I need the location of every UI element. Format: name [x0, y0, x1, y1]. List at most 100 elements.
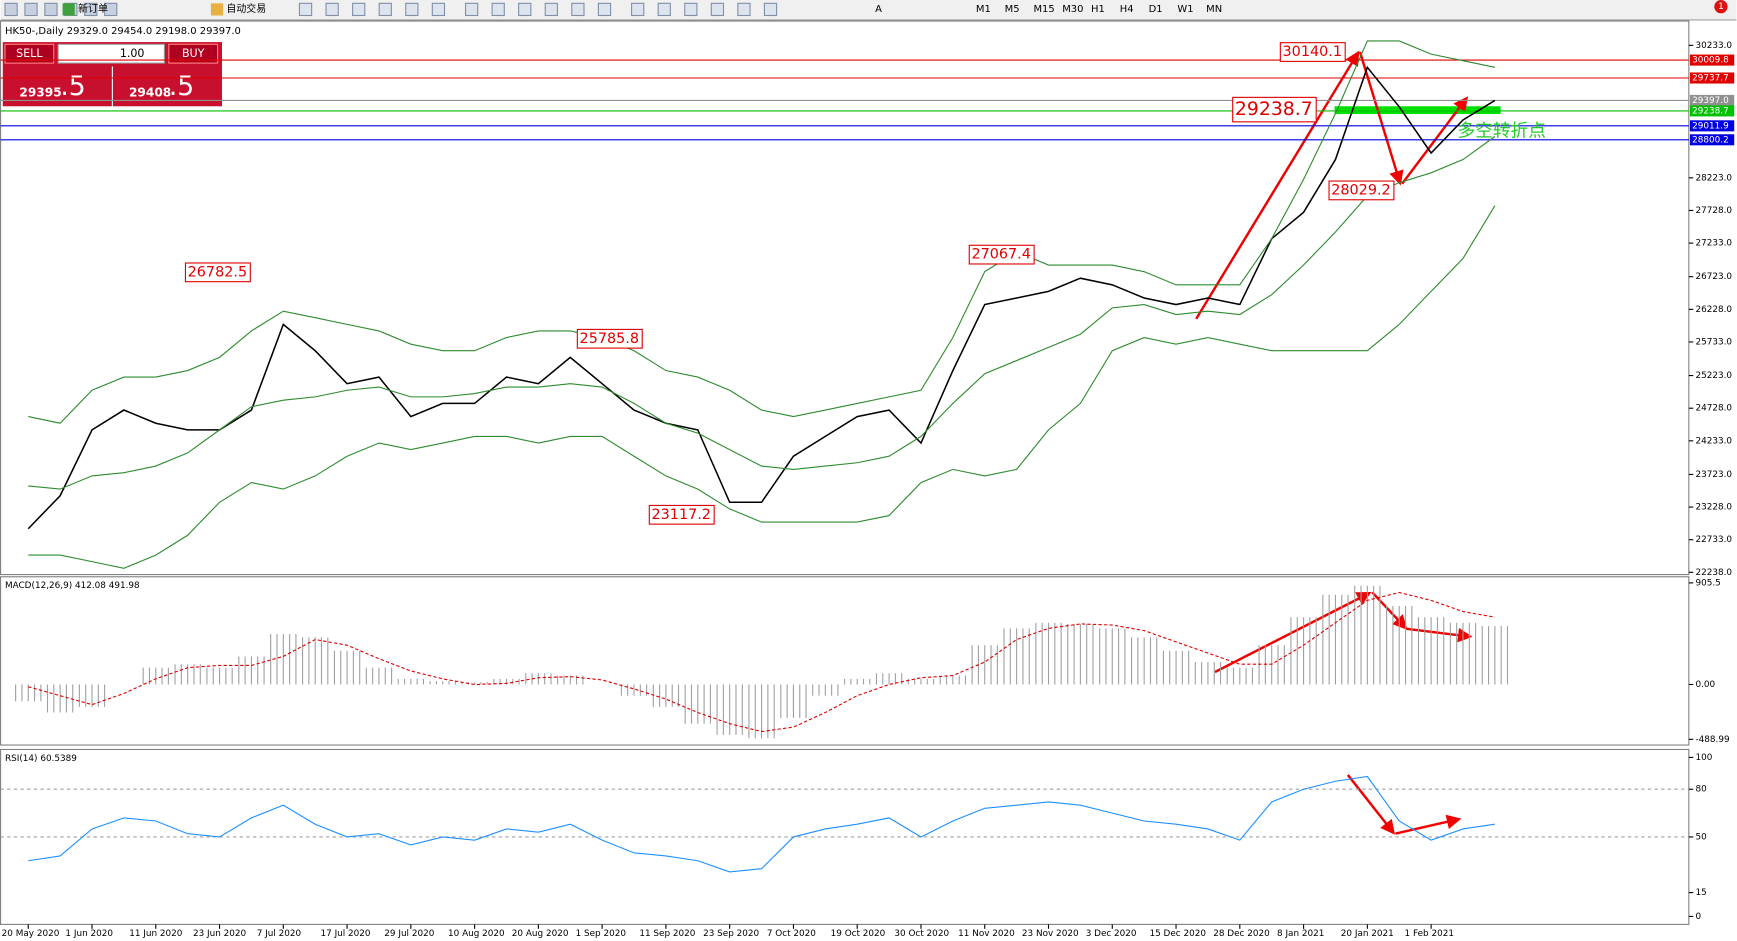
y-tick-label: 30233.0 — [1695, 41, 1732, 51]
toolbar-icon — [737, 2, 751, 17]
x-tick-label: 28 Dec 2020 — [1213, 929, 1270, 939]
y-tick-label: 100 — [1695, 753, 1712, 763]
x-tick-label: 10 Aug 2020 — [448, 929, 505, 939]
sell-button[interactable] — [4, 43, 55, 64]
x-tick-label: 11 Sep 2020 — [639, 929, 695, 939]
x-tick-label: 1 Jun 2020 — [65, 929, 113, 939]
timeframe[interactable]: D1 — [1149, 4, 1163, 15]
indicator-title: RSI(14) 60.5389 — [5, 754, 77, 764]
y-tick-label: 22238.0 — [1695, 568, 1732, 578]
y-tick-label: 25223.0 — [1695, 371, 1732, 381]
price-tag — [1689, 72, 1735, 84]
timeframe[interactable]: W1 — [1177, 4, 1193, 15]
annotation-box — [1232, 96, 1317, 123]
y-tick-label: 22733.0 — [1695, 535, 1732, 545]
toolbar-icon — [298, 2, 313, 17]
x-tick-label: 11 Nov 2020 — [958, 929, 1015, 939]
timeframe[interactable]: H4 — [1120, 4, 1134, 15]
annotation-box — [648, 504, 715, 525]
toolbar-icon — [84, 2, 98, 17]
y-tick-label: 27233.0 — [1695, 239, 1732, 249]
price-tag-label: 29397.0 — [1692, 96, 1729, 106]
y-tick-label: 24233.0 — [1695, 436, 1732, 446]
timeframe[interactable]: M30 — [1062, 4, 1083, 15]
timeframe[interactable]: H1 — [1091, 4, 1105, 15]
toolbar-button[interactable]: 自动交易 — [226, 2, 266, 15]
toolbar-icon — [710, 2, 725, 17]
toolbar-icon — [325, 2, 339, 17]
price-panel — [0, 20, 1690, 576]
x-tick-label: 3 Dec 2020 — [1086, 929, 1137, 939]
macd-panel — [0, 576, 1690, 746]
toolbar-icon — [763, 2, 778, 17]
y-tick-label: -488.99 — [1695, 735, 1729, 745]
y-tick-label: 24728.0 — [1695, 404, 1732, 414]
toolbar-icon — [684, 2, 698, 17]
volume: 1.00 — [120, 47, 145, 60]
toolbar-button[interactable]: 新订单 — [78, 2, 108, 15]
toolbar-icon — [44, 2, 58, 17]
y-tick-label: 905.5 — [1695, 578, 1720, 588]
sell-price: 29395 — [19, 85, 61, 99]
highlight-bar — [1334, 106, 1501, 115]
buy-button[interactable] — [168, 43, 219, 64]
notification-badge[interactable] — [1714, 0, 1728, 14]
y-tick-label: 26228.0 — [1695, 305, 1732, 315]
annotation: 26782.5 — [188, 264, 247, 280]
toolbar-icon — [405, 2, 419, 17]
toolbar-icon — [544, 2, 558, 17]
annotation-box — [968, 244, 1035, 265]
x-tick-label: 20 Jan 2021 — [1341, 929, 1394, 939]
x-tick-label: 8 Jan 2021 — [1277, 929, 1324, 939]
timeframe[interactable]: MN — [1206, 4, 1222, 15]
annotation: 27067.4 — [971, 247, 1030, 263]
annotation-box — [1328, 180, 1395, 201]
price-tag-label: 30009.8 — [1692, 56, 1729, 66]
annotation-box — [576, 328, 643, 349]
annotation: 23117.2 — [652, 507, 711, 523]
x-tick-label: 7 Jul 2020 — [257, 929, 302, 939]
toolbar-icon[interactable] — [62, 3, 75, 16]
x-tick-label: 17 Jul 2020 — [321, 929, 371, 939]
y-tick-label: 80 — [1695, 785, 1707, 795]
toolbar-icon — [631, 2, 645, 17]
price-tag — [1689, 105, 1735, 117]
y-tick-label: 25733.0 — [1695, 337, 1732, 347]
price-tag-label: 29737.7 — [1692, 74, 1729, 84]
timeframe[interactable]: M5 — [1005, 4, 1020, 15]
annotation-box — [1279, 42, 1346, 62]
sell-price-frac: .5 — [60, 71, 85, 102]
price-tag — [1689, 54, 1735, 66]
toolbar-icon — [657, 2, 671, 17]
annotation: 29238.7 — [1235, 99, 1313, 120]
text-tool[interactable]: A — [875, 4, 882, 15]
buy-price-frac: .5 — [169, 71, 194, 102]
price-tag-label: 29011.9 — [1692, 121, 1729, 131]
y-tick-label: 50 — [1695, 832, 1707, 842]
notification-count: 1 — [1718, 2, 1724, 12]
price-tag — [1689, 134, 1735, 146]
toolbar-icon — [4, 2, 18, 17]
annotation: 30140.1 — [1283, 44, 1342, 60]
toolbar-icon — [104, 2, 118, 17]
y-tick-label: 0.00 — [1695, 680, 1715, 690]
toolbar-icon — [571, 2, 585, 17]
series-line — [27, 65, 1496, 530]
toolbar-icon — [352, 2, 366, 17]
y-tick-label: 27728.0 — [1695, 206, 1732, 216]
x-tick-label: 1 Sep 2020 — [576, 929, 627, 939]
annotation: 25785.8 — [580, 331, 639, 347]
price-tag-label: 29238.7 — [1692, 106, 1729, 116]
x-tick-label: 11 Jun 2020 — [129, 929, 183, 939]
annotation-box — [184, 262, 251, 283]
annotation: 28029.2 — [1331, 182, 1390, 198]
toolbar-icon[interactable] — [210, 3, 224, 16]
timeframe[interactable]: M1 — [976, 4, 991, 15]
trade-panel: SELL 1.00 BUY 29395 .5 29408 .5 — [2, 42, 222, 107]
series-line — [28, 205, 1496, 569]
volume-input[interactable] — [57, 43, 165, 64]
toolbar-icon — [464, 2, 479, 17]
x-tick-label: 20 May 2020 — [2, 929, 60, 939]
timeframe[interactable]: M15 — [1033, 4, 1054, 15]
